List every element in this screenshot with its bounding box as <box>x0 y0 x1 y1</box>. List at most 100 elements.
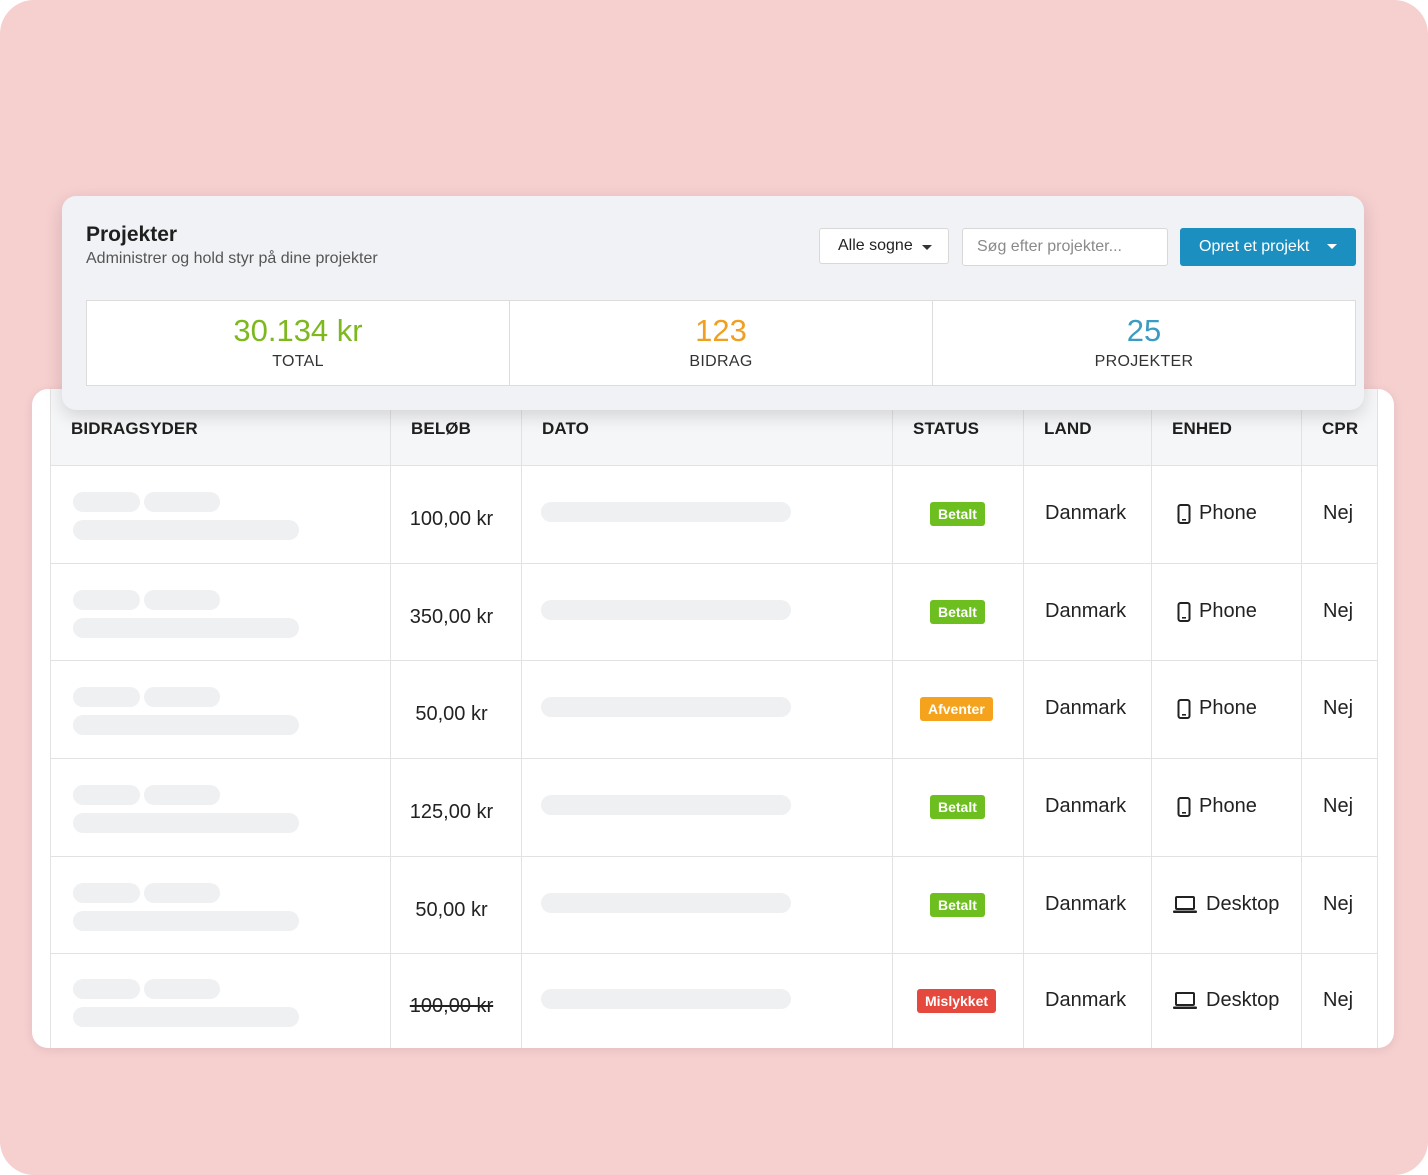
status-badge: Betalt <box>930 600 985 624</box>
name-placeholder <box>73 492 140 512</box>
phone-icon <box>1177 601 1191 622</box>
table-row[interactable]: 350,00 kr Betalt Danmark Phone Nej <box>51 563 1377 661</box>
stat-contributions-label: BIDRAG <box>689 353 753 370</box>
status-badge: Betalt <box>930 893 985 917</box>
phone-icon <box>1177 698 1191 719</box>
cpr-cell: Nej <box>1323 697 1354 719</box>
device-cell: Phone <box>1177 697 1257 720</box>
column-divider <box>521 389 522 1048</box>
column-divider <box>1301 389 1302 1048</box>
amount-cell: 125,00 kr <box>409 801 494 823</box>
table-row[interactable]: 100,00 kr Mislykket Danmark Desktop Nej <box>51 953 1377 1048</box>
column-header-beloeb[interactable]: BELØB <box>411 419 471 438</box>
stat-projects-value: 25 <box>1126 313 1162 348</box>
table-row[interactable]: 125,00 kr Betalt Danmark Phone Nej <box>51 758 1377 857</box>
stat-total: 30.134 kr TOTAL <box>87 301 509 385</box>
parish-filter-dropdown[interactable]: Alle sogne <box>819 228 949 264</box>
device-label: Phone <box>1199 502 1257 524</box>
name-placeholder <box>73 979 140 999</box>
caret-down-icon <box>922 245 932 250</box>
table-row[interactable]: 100,00 kr Betalt Danmark Phone Nej <box>51 465 1377 564</box>
name-placeholder <box>144 590 220 610</box>
name-placeholder <box>73 590 140 610</box>
name-placeholder <box>73 687 140 707</box>
table-row[interactable]: 50,00 kr Betalt Danmark Desktop Nej <box>51 856 1377 954</box>
amount-cell: 100,00 kr <box>409 508 494 530</box>
parish-filter-label: Alle sogne <box>838 237 913 254</box>
contributions-table-card: BIDRAGSYDER BELØB DATO STATUS LAND ENHED… <box>32 389 1394 1048</box>
stat-contributions-value: 123 <box>695 313 747 348</box>
country-cell: Danmark <box>1045 989 1127 1011</box>
column-header-enhed[interactable]: ENHED <box>1172 419 1233 438</box>
name-placeholder <box>73 520 299 540</box>
date-placeholder <box>541 893 791 913</box>
device-label: Phone <box>1199 795 1257 817</box>
cpr-cell: Nej <box>1323 989 1354 1011</box>
country-cell: Danmark <box>1045 502 1127 524</box>
device-label: Desktop <box>1206 893 1280 915</box>
status-badge: Afventer <box>920 697 993 721</box>
amount-cell: 50,00 kr <box>415 703 488 725</box>
date-placeholder <box>541 989 791 1009</box>
status-badge: Mislykket <box>917 989 997 1013</box>
amount-cell: 100,00 kr <box>409 995 494 1017</box>
stat-divider <box>932 301 933 385</box>
country-cell: Danmark <box>1045 893 1127 915</box>
name-placeholder <box>73 911 299 931</box>
page-subtitle: Administrer og hold styr på dine projekt… <box>86 250 378 267</box>
name-placeholder <box>144 883 220 903</box>
column-divider <box>390 389 391 1048</box>
stat-total-label: TOTAL <box>272 353 324 370</box>
name-placeholder <box>73 715 299 735</box>
phone-icon <box>1177 503 1191 524</box>
cpr-cell: Nej <box>1323 502 1354 524</box>
cpr-cell: Nej <box>1323 600 1354 622</box>
caret-down-icon <box>1327 244 1337 249</box>
country-cell: Danmark <box>1045 795 1127 817</box>
status-badge: Betalt <box>930 795 985 819</box>
stat-divider <box>509 301 510 385</box>
name-placeholder <box>73 785 140 805</box>
name-placeholder <box>73 1007 299 1027</box>
name-placeholder <box>144 979 220 999</box>
date-placeholder <box>541 795 791 815</box>
cpr-cell: Nej <box>1323 893 1354 915</box>
project-search-input[interactable] <box>962 228 1168 266</box>
stat-total-value: 30.134 kr <box>233 313 363 348</box>
column-header-dato[interactable]: DATO <box>542 419 589 438</box>
name-placeholder <box>144 687 220 707</box>
date-placeholder <box>541 697 791 717</box>
stats-panel: 30.134 kr TOTAL 123 BIDRAG 25 PROJEKTER <box>86 300 1356 386</box>
device-cell: Phone <box>1177 600 1257 623</box>
stat-contributions: 123 BIDRAG <box>510 301 932 385</box>
column-divider <box>1151 389 1152 1048</box>
amount-cell: 350,00 kr <box>409 606 494 628</box>
device-cell: Phone <box>1177 502 1257 525</box>
column-header-bidragsyder[interactable]: BIDRAGSYDER <box>71 419 198 438</box>
country-cell: Danmark <box>1045 600 1127 622</box>
date-placeholder <box>541 600 791 620</box>
contributions-table: BIDRAGSYDER BELØB DATO STATUS LAND ENHED… <box>50 389 1378 1048</box>
column-header-land[interactable]: LAND <box>1044 419 1092 438</box>
stat-projects-label: PROJEKTER <box>1094 353 1194 370</box>
stat-projects: 25 PROJEKTER <box>933 301 1355 385</box>
create-project-button[interactable]: Opret et projekt <box>1180 228 1356 266</box>
table-row[interactable]: 50,00 kr Afventer Danmark Phone Nej <box>51 660 1377 759</box>
projects-header-card: Projekter Administrer og hold styr på di… <box>62 196 1364 410</box>
name-placeholder <box>73 883 140 903</box>
name-placeholder <box>144 492 220 512</box>
column-header-cpr[interactable]: CPR <box>1322 419 1359 438</box>
column-divider <box>892 389 893 1048</box>
amount-cell: 50,00 kr <box>415 899 488 921</box>
page-title: Projekter <box>86 223 178 246</box>
name-placeholder <box>73 618 299 638</box>
status-badge: Betalt <box>930 502 985 526</box>
date-placeholder <box>541 502 791 522</box>
phone-icon <box>1177 796 1191 817</box>
device-cell: Desktop <box>1172 989 1279 1012</box>
column-header-status[interactable]: STATUS <box>913 419 980 438</box>
laptop-icon <box>1172 895 1198 915</box>
device-label: Phone <box>1199 697 1257 719</box>
device-cell: Phone <box>1177 795 1257 818</box>
column-divider <box>1023 389 1024 1048</box>
